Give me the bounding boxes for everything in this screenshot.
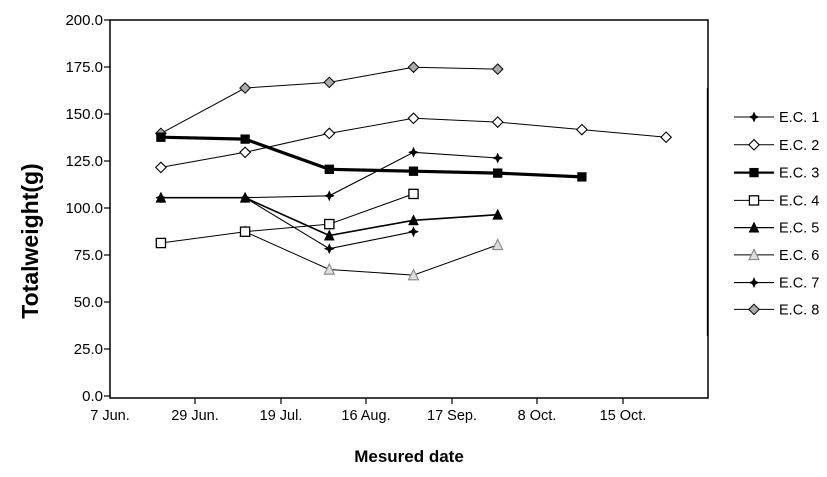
svg-text:E.C. 1: E.C. 1: [779, 110, 819, 126]
svg-text:25.0: 25.0: [74, 341, 103, 358]
svg-text:8 Oct.: 8 Oct.: [518, 408, 557, 424]
svg-text:E.C. 6: E.C. 6: [779, 248, 819, 264]
svg-text:Totalweight(g): Totalweight(g): [17, 163, 43, 318]
svg-text:16 Aug.: 16 Aug.: [341, 408, 390, 424]
svg-text:E.C. 2: E.C. 2: [779, 138, 819, 154]
svg-text:0.0: 0.0: [82, 388, 103, 405]
svg-text:E.C. 5: E.C. 5: [779, 221, 819, 237]
svg-text:E.C. 4: E.C. 4: [779, 193, 819, 209]
svg-text:75.0: 75.0: [74, 247, 103, 264]
svg-text:150.0: 150.0: [65, 106, 103, 123]
svg-text:17 Sep.: 17 Sep.: [427, 408, 477, 424]
svg-text:100.0: 100.0: [65, 200, 103, 217]
svg-text:125.0: 125.0: [65, 153, 103, 170]
svg-text:7 Jun.: 7 Jun.: [90, 408, 130, 424]
svg-text:175.0: 175.0: [65, 59, 103, 76]
svg-text:19 Jul.: 19 Jul.: [260, 408, 303, 424]
svg-text:E.C. 3: E.C. 3: [779, 166, 819, 182]
svg-text:29 Jun.: 29 Jun.: [171, 408, 219, 424]
svg-text:15 Oct.: 15 Oct.: [600, 408, 647, 424]
svg-text:E.C. 7: E.C. 7: [779, 276, 819, 292]
svg-text:Mesured date: Mesured date: [354, 447, 464, 466]
svg-text:50.0: 50.0: [74, 294, 103, 311]
svg-text:200.0: 200.0: [65, 12, 103, 29]
svg-text:E.C. 8: E.C. 8: [779, 302, 819, 318]
